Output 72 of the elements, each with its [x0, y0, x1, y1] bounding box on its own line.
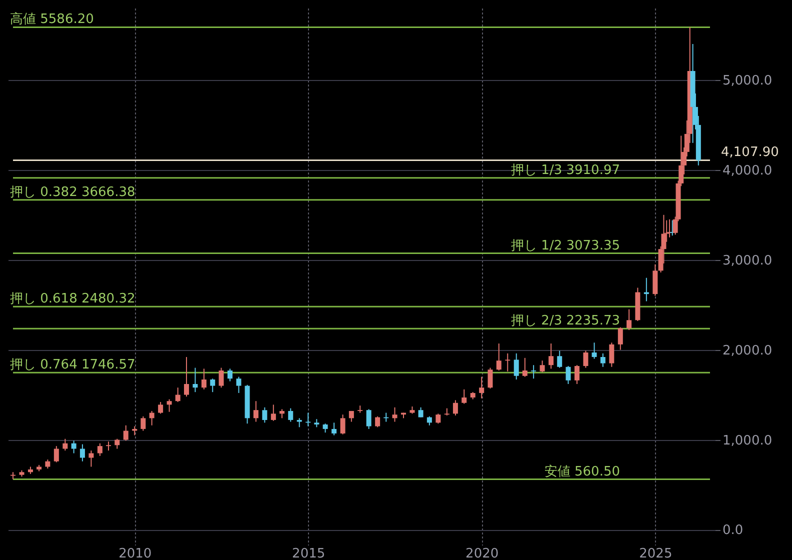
- candlestick: [392, 406, 398, 422]
- ref-line-label: 押し 1/3 3910.97: [511, 162, 620, 178]
- candlestick: [644, 277, 649, 302]
- candlestick: [184, 356, 189, 398]
- ref-line-label: 4,107.90: [721, 145, 779, 160]
- y-tick-label: 4,000.0: [722, 163, 772, 178]
- candlestick: [80, 444, 85, 462]
- candlestick: [375, 416, 380, 428]
- candlestick: [496, 343, 502, 371]
- y-tick-label: 1,000.0: [722, 433, 772, 448]
- ref-line-label: 押し 2/3 2235.73: [511, 314, 620, 329]
- candlestick: [54, 446, 59, 463]
- candlestick: [149, 410, 154, 426]
- x-tick-label: 2025: [639, 546, 672, 560]
- candlestick: [253, 400, 258, 422]
- y-tick-label: 2,000.0: [722, 343, 772, 358]
- candlestick: [531, 364, 536, 380]
- candlestick: [97, 442, 102, 456]
- candlestick: [140, 416, 146, 432]
- candlestick: [270, 404, 276, 422]
- candlestick: [626, 308, 632, 331]
- candlestick: [600, 352, 606, 368]
- candlestick: [114, 438, 120, 450]
- y-tick-label: 5,000.0: [722, 73, 772, 88]
- ref-line-label: 押し 0.618 2480.32: [10, 292, 136, 307]
- candlestick: [514, 352, 519, 380]
- candlestick: [436, 413, 441, 424]
- candlestick: [522, 357, 528, 378]
- candlestick: [62, 438, 68, 452]
- ref-line-label: 押し 0.382 3666.38: [10, 184, 136, 200]
- ref-line-label: 押し 1/2 3073.35: [511, 238, 620, 254]
- candlestick: [166, 398, 172, 412]
- candlestick: [288, 408, 294, 422]
- x-tick-label: 2015: [292, 546, 326, 560]
- candlestick: [175, 387, 180, 402]
- candlestick: [123, 424, 128, 442]
- candlestick: [488, 367, 493, 389]
- candlestick: [479, 376, 484, 399]
- candlestick: [548, 343, 554, 370]
- candlestick: [332, 422, 337, 436]
- candlestick: [218, 367, 224, 388]
- candlestick: [462, 388, 467, 404]
- candlestick: [592, 342, 597, 360]
- candlestick: [574, 364, 580, 384]
- candlestick: [505, 352, 510, 372]
- candlestick: [609, 342, 614, 368]
- y-tick-label: 0.0: [722, 523, 744, 538]
- x-tick-label: 2020: [466, 546, 499, 560]
- candlestick: [583, 350, 588, 368]
- ref-line-label: 安値 560.50: [544, 463, 620, 480]
- candlestick: [262, 406, 268, 424]
- candlestick: [618, 326, 623, 350]
- candlestick: [418, 406, 424, 418]
- candlestick: [210, 378, 216, 393]
- candlestick: [366, 408, 372, 430]
- candlestick: [652, 264, 658, 296]
- candlestick: [340, 414, 346, 435]
- ref-line-label: 高値 5586.20: [10, 11, 94, 28]
- candlestick: [358, 405, 363, 414]
- candlestick: [228, 368, 233, 382]
- candlestick: [192, 367, 198, 393]
- candlestick: [452, 400, 458, 416]
- candlestick: [158, 401, 164, 414]
- x-tick-label: 2010: [118, 546, 152, 560]
- y-tick-label: 3,000.0: [722, 253, 772, 268]
- ref-line-label: 押し 0.764 1746.57: [10, 358, 136, 373]
- candlestick: [236, 376, 242, 394]
- candlestick: [557, 350, 562, 368]
- candlestick: [566, 366, 571, 384]
- candlestick: [71, 440, 76, 454]
- candlestick: [540, 360, 545, 373]
- candlestick: [201, 368, 206, 390]
